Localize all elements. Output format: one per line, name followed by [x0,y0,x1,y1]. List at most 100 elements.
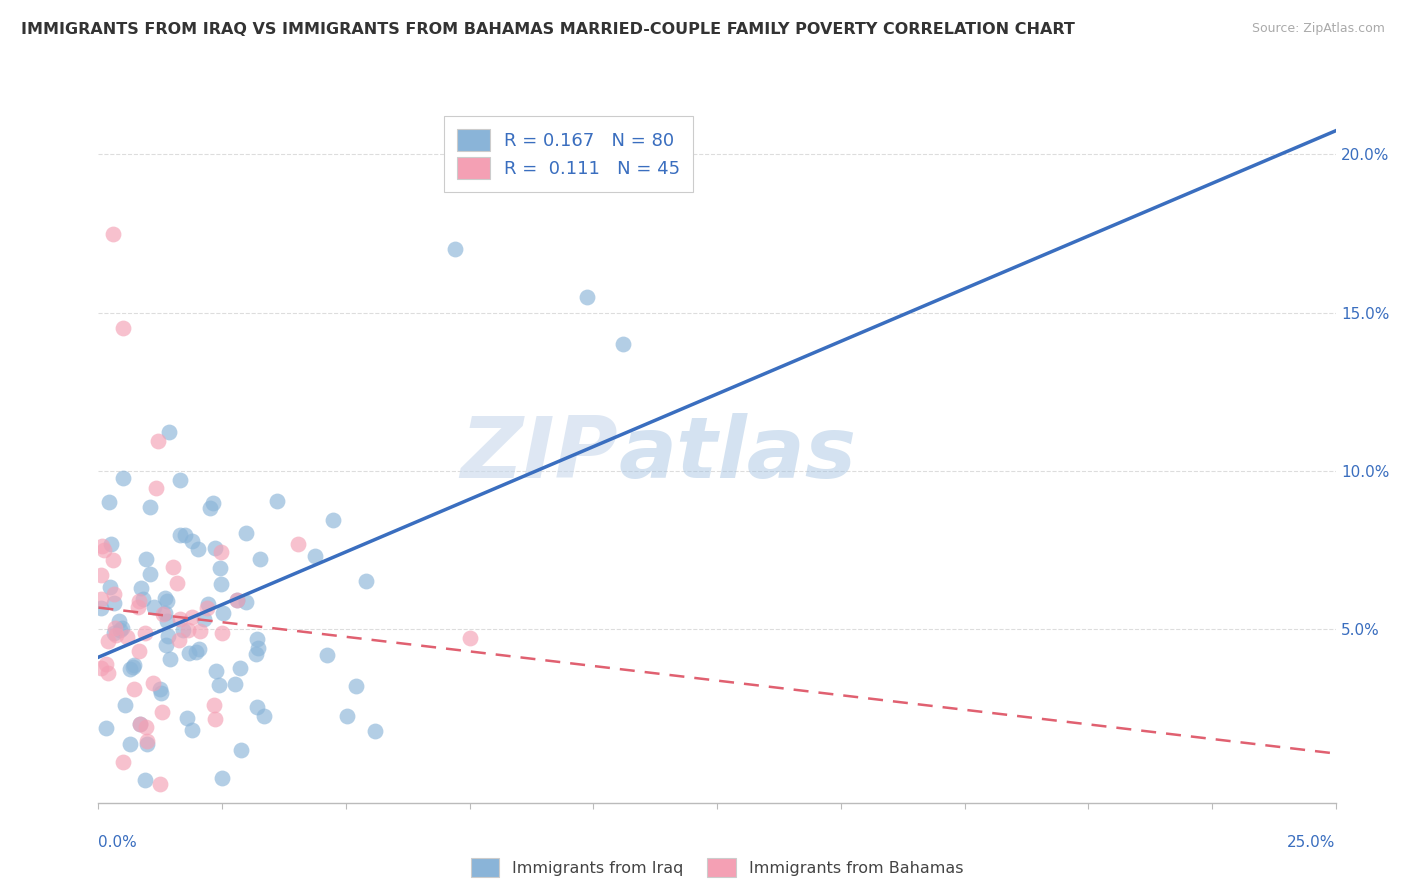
Point [201,496,224,510]
Point [208,561,231,575]
Point [246,699,269,714]
Point [149,682,172,697]
Point [132,591,155,606]
Point [226,592,249,607]
Point [209,577,232,591]
Point [145,481,167,495]
Point [193,612,215,626]
Point [142,675,165,690]
Point [100,536,122,550]
Point [98,495,121,509]
Point [176,711,198,725]
Point [103,625,125,640]
Point [112,321,135,335]
Point [90,591,112,606]
Point [112,471,135,485]
Point [195,601,218,615]
Point [108,615,131,629]
Point [135,737,157,751]
Text: ZIP: ZIP [460,413,619,497]
Point [205,664,228,678]
Point [143,599,166,614]
Point [204,712,226,726]
Point [166,575,188,590]
Point [198,501,221,516]
Point [139,566,162,581]
Point [235,594,257,608]
Point [169,473,191,487]
Point [364,723,387,738]
Point [159,652,181,666]
Point [204,541,226,555]
Point [231,742,253,756]
Point [211,626,233,640]
Point [111,621,134,635]
Text: 25.0%: 25.0% [1288,836,1336,850]
Point [208,678,231,692]
Point [135,720,157,734]
Point [139,500,162,515]
Point [224,677,246,691]
Point [108,623,131,637]
Legend: Immigrants from Iraq, Immigrants from Bahamas: Immigrants from Iraq, Immigrants from Ba… [463,850,972,885]
Point [150,706,173,720]
Point [576,290,599,304]
Point [136,734,159,748]
Point [104,621,127,635]
Point [235,526,257,541]
Point [112,755,135,769]
Point [104,628,127,642]
Point [458,631,481,645]
Point [122,660,145,674]
Point [184,645,207,659]
Point [197,597,219,611]
Point [226,592,249,607]
Point [156,614,179,628]
Point [97,665,120,680]
Point [103,587,125,601]
Point [246,641,269,656]
Point [181,723,204,737]
Point [93,543,115,558]
Point [122,681,145,696]
Point [344,679,367,693]
Point [304,549,326,563]
Point [209,544,232,558]
Point [153,606,176,620]
Point [134,625,156,640]
Point [157,629,180,643]
Point [229,661,252,675]
Point [287,537,309,551]
Point [173,528,195,542]
Point [135,551,157,566]
Point [246,632,269,646]
Point [157,425,180,439]
Point [155,638,177,652]
Text: IMMIGRANTS FROM IRAQ VS IMMIGRANTS FROM BAHAMAS MARRIED-COUPLE FAMILY POVERTY CO: IMMIGRANTS FROM IRAQ VS IMMIGRANTS FROM … [21,22,1076,37]
Text: atlas: atlas [619,413,856,497]
Point [181,534,204,549]
Point [266,494,288,508]
Point [172,623,194,637]
Point [322,513,344,527]
Text: 0.0%: 0.0% [98,836,138,850]
Point [162,559,184,574]
Point [120,737,142,751]
Point [169,528,191,542]
Point [122,658,145,673]
Point [120,662,142,676]
Point [128,594,150,608]
Point [96,657,118,671]
Point [177,646,200,660]
Point [181,610,204,624]
Point [91,539,114,553]
Point [100,580,122,594]
Point [90,601,112,615]
Point [128,643,150,657]
Point [211,771,233,785]
Point [127,599,149,614]
Point [169,612,191,626]
Point [150,685,173,699]
Point [177,623,200,637]
Point [94,721,117,735]
